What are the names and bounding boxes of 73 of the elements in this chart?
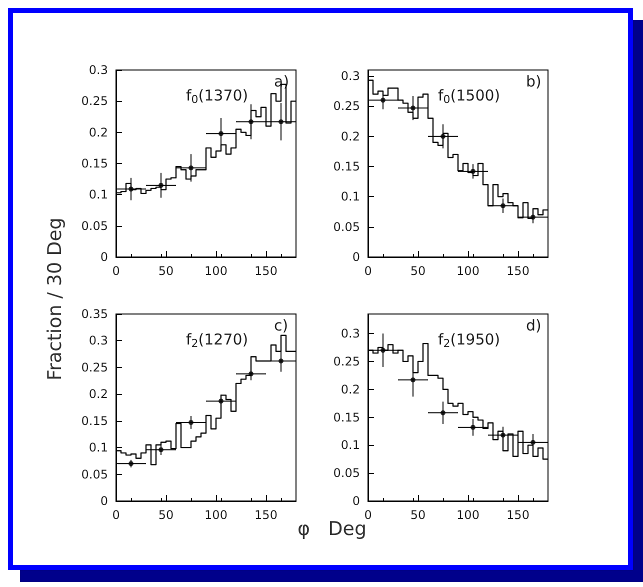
x-axis-title: φ Deg	[297, 518, 367, 540]
point	[188, 420, 194, 425]
point	[530, 440, 536, 445]
y-tick-label: 0	[100, 250, 108, 264]
point	[500, 203, 506, 208]
point	[158, 447, 164, 452]
y-tick-label: 0	[352, 494, 360, 508]
point	[410, 106, 416, 110]
y-tick-label: 0.1	[88, 188, 108, 202]
y-tick-label: 0.2	[88, 387, 108, 402]
y-axis-title: Fraction / 30 Deg	[44, 216, 66, 382]
y-tick-label: 0.15	[81, 156, 108, 170]
point	[158, 182, 164, 188]
y-tick-label: 0.1	[88, 440, 108, 455]
y-tick-label: 0.1	[340, 438, 360, 452]
point	[218, 398, 224, 404]
y-tick-label: 0.2	[340, 129, 360, 144]
x-tick-label: 100	[456, 264, 480, 278]
y-tick-label: 0.25	[333, 99, 360, 114]
point	[500, 432, 506, 438]
point	[470, 168, 476, 174]
x-tick-label: 50	[410, 264, 426, 278]
x-tick-label: 100	[456, 508, 480, 522]
point	[530, 214, 536, 220]
x-tick-label: 0	[112, 264, 120, 278]
y-tick-label: 0.35	[81, 307, 108, 321]
point	[278, 358, 284, 364]
y-tick-label: 0.05	[81, 467, 108, 482]
x-tick-label: 100	[204, 508, 228, 522]
point	[218, 131, 224, 136]
x-tick-label: 0	[364, 508, 372, 522]
y-tick-label: 0.15	[333, 410, 360, 424]
y-tick-label: 0	[352, 250, 360, 264]
x-tick-label: 50	[410, 508, 426, 522]
point	[248, 371, 254, 376]
point	[410, 377, 416, 382]
annotation: b)	[526, 72, 542, 90]
x-tick-label: 150	[506, 264, 530, 278]
y-tick-label: 0.3	[88, 334, 108, 348]
point	[188, 165, 194, 170]
y-tick-label: 0.2	[340, 382, 360, 396]
point	[440, 410, 446, 416]
y-tick-label: 0.25	[81, 360, 108, 374]
y-tick-label: 0.15	[81, 414, 108, 428]
annotation: c)	[274, 316, 288, 334]
x-tick-label: 150	[254, 508, 278, 522]
y-tick-label: 0.05	[81, 218, 108, 233]
point	[440, 134, 446, 139]
point	[470, 424, 476, 430]
x-tick-label: 50	[158, 508, 174, 522]
y-tick-label: 0.3	[340, 69, 360, 84]
y-tick-label: 0.05	[333, 220, 360, 234]
point	[380, 98, 386, 103]
y-tick-label: 0.05	[333, 466, 360, 480]
point	[248, 119, 254, 124]
y-tick-label: 0.1	[340, 190, 360, 204]
x-tick-label: 150	[506, 508, 530, 522]
point	[128, 186, 134, 192]
x-tick-label: 0	[364, 264, 372, 278]
x-tick-label: 100	[204, 264, 228, 278]
point	[278, 119, 284, 124]
x-tick-label: 50	[158, 264, 174, 278]
y-tick-label: 0.2	[88, 125, 108, 140]
y-tick-label: 0.25	[333, 354, 360, 368]
y-tick-label: 0.3	[88, 63, 108, 77]
x-tick-label: 150	[254, 264, 278, 278]
y-tick-label: 0.25	[81, 94, 108, 108]
x-tick-label: 0	[112, 508, 120, 522]
annotation: d)	[526, 316, 542, 334]
point	[380, 348, 386, 353]
y-tick-label: 0.3	[340, 326, 360, 341]
y-tick-label: 0.15	[333, 160, 360, 174]
y-tick-label: 0	[100, 494, 108, 508]
